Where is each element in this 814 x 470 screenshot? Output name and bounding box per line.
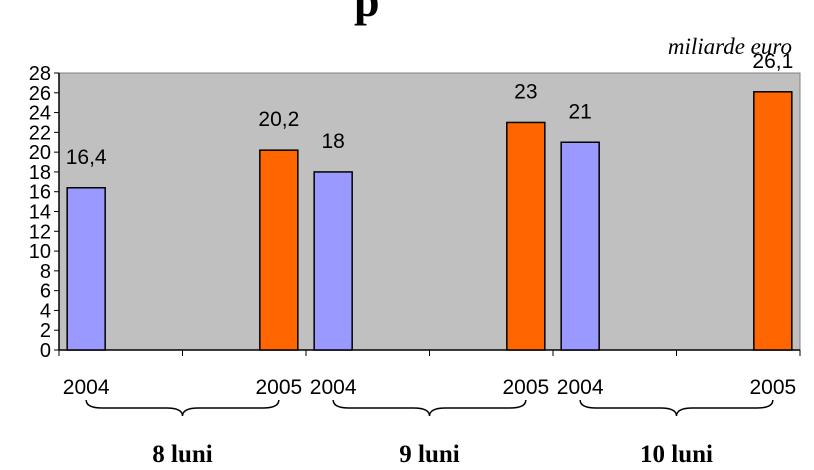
- group-brace: [332, 399, 527, 417]
- unit-label: miliarde euro: [667, 34, 792, 59]
- group-label: 8 luni: [152, 441, 213, 468]
- bar: [313, 171, 353, 351]
- title-fragment: p: [354, 0, 380, 26]
- y-tick-label: 14: [29, 202, 51, 224]
- x-tick-label: 2005: [749, 376, 796, 399]
- data-label: 16,4: [66, 146, 107, 169]
- data-label: 23: [514, 80, 537, 103]
- y-tick-label: 24: [29, 103, 51, 125]
- x-tick-label: 2004: [63, 376, 110, 399]
- y-tick-label: 2: [40, 320, 51, 342]
- y-tick-label: 6: [40, 281, 51, 303]
- group-brace: [579, 399, 774, 417]
- y-tick-label: 4: [40, 300, 51, 322]
- group-brace: [85, 399, 280, 417]
- group-label: 9 luni: [399, 441, 460, 468]
- y-tick-label: 22: [29, 122, 51, 144]
- y-tick-label: 20: [29, 142, 51, 164]
- data-label: 26,1: [752, 50, 793, 73]
- y-tick-label: 26: [29, 83, 51, 105]
- x-tick-label: 2004: [310, 376, 357, 399]
- y-tick-label: 10: [29, 241, 51, 263]
- data-label: 21: [568, 100, 591, 123]
- bar: [506, 121, 546, 351]
- x-tick-label: 2005: [255, 376, 302, 399]
- bar: [753, 91, 793, 351]
- y-tick-label: 28: [29, 63, 51, 85]
- y-tick-label: 0: [40, 340, 51, 362]
- x-tick-label: 2004: [557, 376, 604, 399]
- group-label: 10 luni: [640, 441, 713, 468]
- x-tick-label: 2005: [502, 376, 549, 399]
- data-label: 20,2: [258, 108, 299, 131]
- bar: [560, 141, 600, 351]
- plot-area: [58, 72, 801, 351]
- data-label: 18: [321, 130, 344, 153]
- bar: [259, 149, 299, 351]
- y-tick-label: 8: [40, 261, 51, 283]
- y-tick-label: 16: [29, 182, 51, 204]
- y-tick-label: 18: [29, 162, 51, 184]
- y-tick-label: 12: [29, 221, 51, 243]
- bar: [66, 187, 106, 351]
